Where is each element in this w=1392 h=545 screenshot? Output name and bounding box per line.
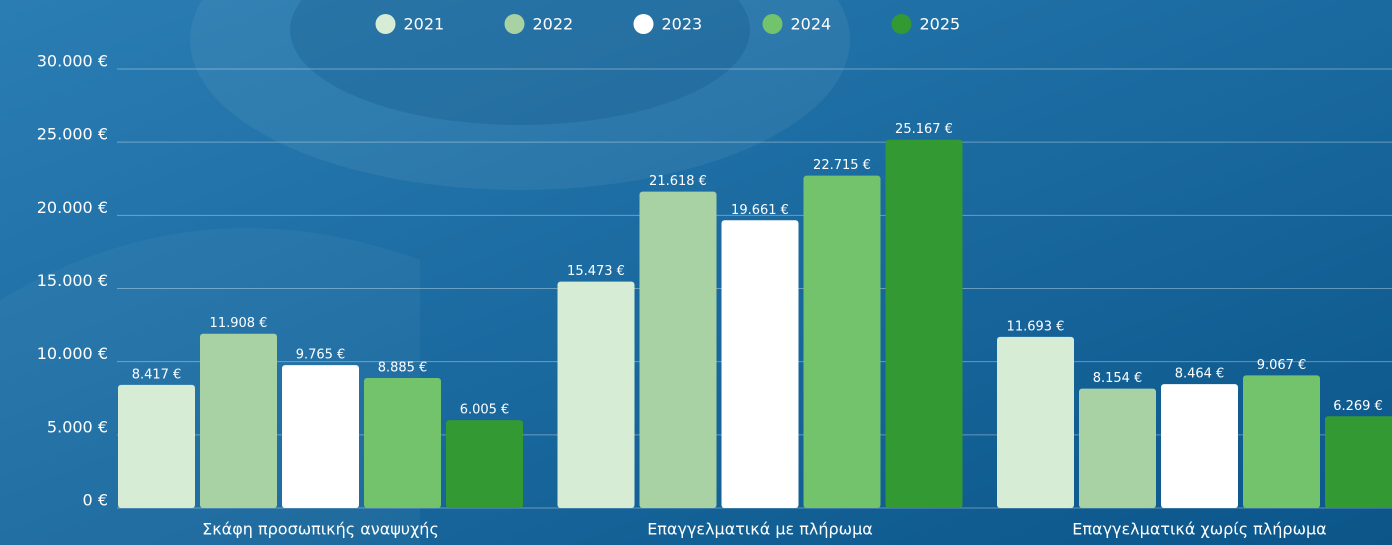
y-tick-label: 20.000 € <box>37 198 108 217</box>
value-label: 8.464 € <box>1175 367 1225 382</box>
bar <box>200 334 277 508</box>
y-tick-label: 15.000 € <box>37 271 108 290</box>
bar <box>446 420 523 508</box>
value-label: 9.765 € <box>296 348 346 363</box>
value-label: 8.154 € <box>1093 371 1143 386</box>
bar <box>364 378 441 508</box>
value-label: 8.417 € <box>132 367 182 382</box>
value-label: 22.715 € <box>813 158 871 173</box>
bar <box>1325 416 1392 508</box>
value-label: 25.167 € <box>895 122 953 137</box>
y-tick-label: 25.000 € <box>37 125 108 144</box>
chart: 0 € 5.000 € 10.000 € 15.000 € 20.000 € 25.000… <box>0 0 1392 545</box>
bar <box>640 192 717 508</box>
legend-marker <box>763 14 783 34</box>
bar <box>1243 375 1320 508</box>
bar <box>804 176 881 508</box>
bar <box>558 282 635 508</box>
legend-marker <box>376 14 396 34</box>
y-tick-label: 30.000 € <box>37 52 108 71</box>
bar <box>118 385 195 508</box>
bar <box>997 337 1074 508</box>
legend-marker <box>505 14 525 34</box>
y-tick-label: 5.000 € <box>47 417 108 436</box>
value-label: 6.005 € <box>460 403 510 418</box>
bar <box>886 140 963 508</box>
y-tick-label: 10.000 € <box>37 344 108 363</box>
value-label: 19.661 € <box>731 203 789 218</box>
value-label: 6.269 € <box>1333 399 1383 414</box>
y-tick-label: 0 € <box>83 491 108 510</box>
legend-label: 2025 <box>920 15 961 34</box>
legend-label: 2024 <box>791 15 832 34</box>
value-label: 9.067 € <box>1257 358 1307 373</box>
x-tick-label: Επαγγελματικά χωρίς πλήρωμα <box>1072 520 1326 539</box>
value-label: 21.618 € <box>649 174 707 189</box>
legend-label: 2021 <box>404 15 445 34</box>
legend-label: 2023 <box>662 15 703 34</box>
bar <box>1161 384 1238 508</box>
legend-marker <box>634 14 654 34</box>
bar <box>722 220 799 508</box>
legend-marker <box>892 14 912 34</box>
bar <box>1079 389 1156 508</box>
bar <box>282 365 359 508</box>
x-tick-label: Επαγγελματικά με πλήρωμα <box>647 520 873 539</box>
value-label: 8.885 € <box>378 360 428 375</box>
value-label: 15.473 € <box>567 264 625 279</box>
legend-label: 2022 <box>533 15 574 34</box>
x-tick-label: Σκάφη προσωπικής αναψυχής <box>202 520 439 539</box>
value-label: 11.908 € <box>210 316 268 331</box>
value-label: 11.693 € <box>1007 319 1065 334</box>
